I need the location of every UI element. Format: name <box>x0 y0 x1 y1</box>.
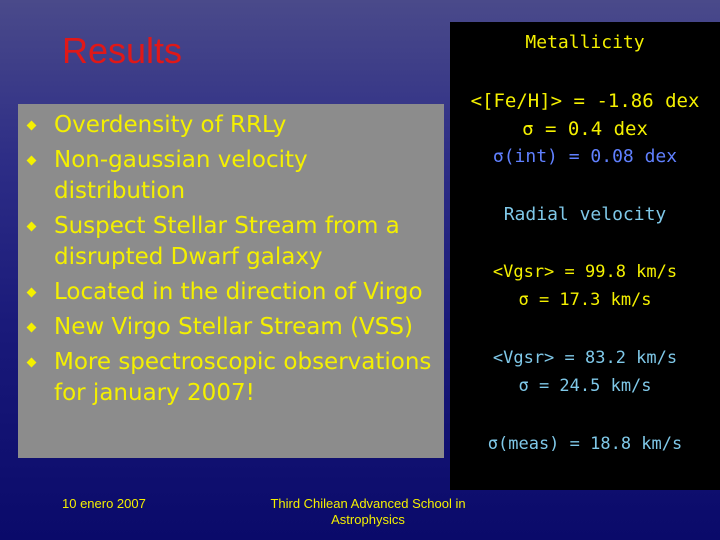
list-item: Non-gaussian velocity distribution <box>24 145 444 207</box>
bullet-background <box>18 104 444 458</box>
list-item: New Virgo Stellar Stream (VSS) <box>24 312 444 343</box>
sigma1-value: σ = 17.3 km/s <box>518 290 652 310</box>
results-panel: Metallicity <[Fe/H]> = -1.86 dex σ = 0.4… <box>450 22 720 490</box>
footer-date: 10 enero 2007 <box>62 496 146 511</box>
bullet-list: Overdensity of RRLy Non-gaussian velocit… <box>24 110 444 413</box>
sigma-meas-value: σ(meas) = 18.8 km/s <box>487 434 683 454</box>
diamond-bullet-icon <box>26 120 37 131</box>
diamond-bullet-icon <box>26 221 37 232</box>
slide-title: Results <box>62 30 183 71</box>
list-item: Overdensity of RRLy <box>24 110 444 141</box>
bullet-text: More spectroscopic observations for janu… <box>54 349 432 406</box>
diamond-bullet-icon <box>26 357 37 368</box>
bullet-text: Located in the direction of Virgo <box>54 279 423 305</box>
footer-school: Third Chilean Advanced School in Astroph… <box>270 496 466 527</box>
bullet-text: Non-gaussian velocity distribution <box>54 147 308 204</box>
diamond-bullet-icon <box>26 287 37 298</box>
sigma2-value: σ = 24.5 km/s <box>518 376 652 396</box>
diamond-bullet-icon <box>26 155 37 166</box>
bullet-text: Overdensity of RRLy <box>54 112 287 138</box>
bullet-text: Suspect Stellar Stream from a disrupted … <box>54 213 400 270</box>
radial-velocity-heading: Radial velocity <box>503 204 667 225</box>
bullet-text: New Virgo Stellar Stream (VSS) <box>54 314 413 340</box>
vgsr1-value: <Vgsr> = 99.8 km/s <box>492 262 678 282</box>
sigma-int-value: σ(int) = 0.08 dex <box>492 146 678 167</box>
feh-value: <[Fe/H]> = -1.86 dex <box>470 90 700 112</box>
list-item: Located in the direction of Virgo <box>24 277 444 308</box>
metallicity-heading: Metallicity <box>525 32 645 53</box>
diamond-bullet-icon <box>26 322 37 333</box>
sigma-value: σ = 0.4 dex <box>522 118 648 140</box>
list-item: More spectroscopic observations for janu… <box>24 347 444 409</box>
list-item: Suspect Stellar Stream from a disrupted … <box>24 211 444 273</box>
vgsr2-value: <Vgsr> = 83.2 km/s <box>492 348 678 368</box>
